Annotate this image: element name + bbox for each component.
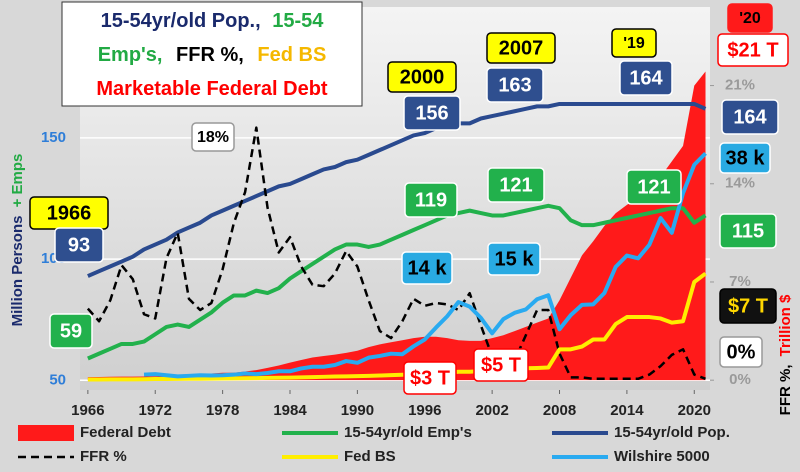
y2-tick-label: 7% <box>729 273 751 290</box>
annotation-box <box>719 142 771 174</box>
annotation-box <box>191 122 235 152</box>
y-axis-label: Million Persons + Emps <box>9 154 26 327</box>
annotation-box <box>487 167 545 203</box>
line <box>87 101 707 278</box>
annotation: '20 <box>739 10 761 27</box>
line <box>87 271 707 382</box>
annotation: $5 T <box>481 354 521 376</box>
legend-label: FFR % <box>80 448 127 465</box>
annotation: 121 <box>637 176 670 198</box>
annotation: 164 <box>629 67 663 89</box>
annotation-box <box>401 251 453 285</box>
chart-title: Emp's, FFR %, Fed BS <box>98 44 327 66</box>
annotation: 164 <box>733 106 767 128</box>
annotation: 15 k <box>495 248 535 270</box>
x-tick-label: 1990 <box>341 402 374 419</box>
annotation: $3 T <box>410 367 450 389</box>
legend-label: 15-54yr/old Pop. <box>614 424 730 441</box>
y-tick-label: 50 <box>49 371 66 388</box>
annotation-box <box>403 361 457 395</box>
annotation-box <box>721 99 779 135</box>
x-tick-label: 2002 <box>475 402 508 419</box>
x-tick-label: 1972 <box>139 402 172 419</box>
x-tick-label: 1978 <box>206 402 239 419</box>
annotation: 38 k <box>726 147 766 169</box>
annotation-box <box>619 60 673 96</box>
annotation: 93 <box>68 234 90 256</box>
annotation-box <box>387 61 457 93</box>
annotation-box <box>719 336 763 368</box>
chart-title: Marketable Federal Debt <box>96 78 328 100</box>
title-part: 15-54 <box>272 10 324 32</box>
annotation: 14 k <box>408 257 448 279</box>
legend-label: Federal Debt <box>80 424 171 441</box>
title-part: 15-54yr/old Pop., <box>101 10 261 32</box>
title-box <box>61 1 363 107</box>
annotation: 0% <box>727 341 756 363</box>
title-part: Emp's, <box>98 44 163 66</box>
title-part: Fed BS <box>257 44 326 66</box>
x-tick-label: 1984 <box>273 402 307 419</box>
x-tick-label: 2014 <box>610 402 644 419</box>
annotation-box <box>719 288 777 324</box>
y2-tick-label: 0% <box>729 371 751 388</box>
x-tick-label: 2020 <box>678 402 711 419</box>
annotation-box <box>404 182 458 218</box>
annotation: 59 <box>60 320 82 342</box>
title-part: FFR %, <box>176 44 244 66</box>
annotation: 121 <box>499 174 532 196</box>
annotation-box <box>719 213 777 249</box>
annotation: $21 T <box>727 39 778 61</box>
line <box>87 203 707 361</box>
annotation-box <box>473 348 529 382</box>
y2-label-part: FFR %, <box>777 365 794 416</box>
legend-label: 15-54yr/old Emp's <box>344 424 472 441</box>
annotation-box <box>727 3 773 33</box>
annotation-box <box>486 32 556 64</box>
legend-swatch <box>18 425 74 441</box>
annotation-box <box>717 33 789 67</box>
annotation-box <box>487 242 541 276</box>
annotation: 156 <box>415 102 448 124</box>
y2-tick-label: 21% <box>725 77 755 94</box>
y-tick-label: 150 <box>41 129 66 146</box>
x-tick-label: 1966 <box>71 402 104 419</box>
legend-label: Fed BS <box>344 448 396 465</box>
title-part: Marketable Federal Debt <box>96 78 328 100</box>
annotation: '19 <box>623 35 645 52</box>
annotation: $7 T <box>728 295 768 317</box>
y-label-part: + Emps <box>9 154 26 208</box>
annotation: 163 <box>498 74 531 96</box>
y-label-part: Million Persons <box>9 216 26 327</box>
y2-tick-label: 14% <box>725 175 755 192</box>
annotation: 2000 <box>400 66 445 88</box>
annotation-box <box>49 313 93 349</box>
chart-title: 15-54yr/old Pop., 15-54 <box>101 10 325 32</box>
annotation-box <box>54 227 104 263</box>
legend-label: Wilshire 5000 <box>614 448 710 465</box>
line <box>86 126 706 381</box>
annotation: 115 <box>732 220 764 242</box>
x-tick-label: 1996 <box>408 402 441 419</box>
annotation: 18% <box>197 129 229 146</box>
area <box>87 71 706 381</box>
x-tick-label: 2008 <box>543 402 576 419</box>
annotation-box <box>486 67 544 103</box>
annotation: 2007 <box>499 37 544 59</box>
y2-axis-label: FFR %, Trillion $ <box>777 294 794 415</box>
annotation: 119 <box>415 189 447 211</box>
y2-label-part: Trillion $ <box>777 294 794 356</box>
line <box>143 151 707 379</box>
annotation-box <box>626 169 682 205</box>
annotation: 1966 <box>47 202 92 224</box>
annotation-box <box>403 95 461 131</box>
annotation-box <box>611 28 657 58</box>
